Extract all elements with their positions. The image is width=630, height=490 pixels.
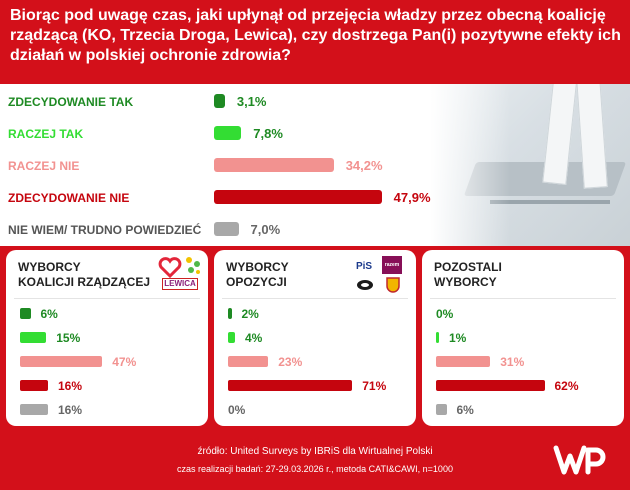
category-label-zdecydowanie-tak: ZDECYDOWANIE TAK <box>8 95 134 109</box>
card-value-raczej-nie: 47% <box>112 355 137 369</box>
card-bar-zdecydowanie-tak <box>228 308 232 319</box>
card-bar-nie-wiem <box>20 404 48 415</box>
wp-logo-icon <box>553 445 606 475</box>
heart-logo <box>158 257 182 278</box>
bar-raczej-nie <box>214 158 334 172</box>
card-title-line: KOALICJI RZĄDZĄCEJ <box>18 275 151 289</box>
category-label-nie-wiem: NIE WIEM/ TRUDNO POWIEDZIEĆ <box>8 223 202 237</box>
card-koalicja: WYBORCY KOALICJI RZĄDZĄCEJ LEWICA 6% 15% 4… <box>6 250 208 426</box>
photo-fade <box>430 84 510 246</box>
card-value-nie-wiem: 0% <box>228 403 246 417</box>
category-label-zdecydowanie-nie: ZDECYDOWANIE NIE <box>8 191 130 205</box>
bar-raczej-tak <box>214 126 242 140</box>
bed-rail-shape <box>490 200 610 204</box>
razem-logo: razem <box>382 256 402 274</box>
card-title-line: WYBORCY <box>434 275 497 289</box>
lewica-logo: LEWICA <box>162 278 198 290</box>
source-text: źródło: United Surveys by IBRiS dla Wirt… <box>197 446 433 457</box>
category-label-raczej-nie: RACZEJ NIE <box>8 159 80 173</box>
card-opozycja: WYBORCY OPOZYCJI PiS razem 2% 4% 23% 71% 0% <box>214 250 416 426</box>
card-value-zdecydowanie-nie: 71% <box>362 379 387 393</box>
korona-logo <box>386 277 400 293</box>
card-bar-nie-wiem <box>436 404 447 415</box>
category-label-raczej-tak: RACZEJ TAK <box>8 127 84 141</box>
pis-logo: PiS <box>355 261 373 272</box>
card-separator <box>14 298 200 299</box>
card-value-zdecydowanie-nie: 62% <box>554 379 579 393</box>
konfederacja-logo <box>357 280 373 290</box>
card-pozostali: POZOSTALI WYBORCY 0% 1% 31% 62% 6% <box>422 250 624 426</box>
card-value-raczej-nie: 31% <box>500 355 525 369</box>
value-label-nie-wiem: 7,0% <box>250 222 281 237</box>
card-value-nie-wiem: 16% <box>58 403 83 417</box>
value-label-zdecydowanie-nie: 47,9% <box>393 190 431 205</box>
value-label-zdecydowanie-tak: 3,1% <box>236 94 267 109</box>
card-title-line: OPOZYCJI <box>226 275 287 289</box>
card-bar-raczej-nie <box>228 356 269 367</box>
value-label-raczej-tak: 7,8% <box>253 126 283 141</box>
card-title-opozycja: WYBORCY OPOZYCJI <box>226 260 289 290</box>
main-chart-area: ZDECYDOWANIE TAK 3,1% RACZEJ TAK 7,8% RACZEJ… <box>0 84 630 246</box>
card-value-raczej-nie: 23% <box>278 355 303 369</box>
card-value-zdecydowanie-nie: 16% <box>58 379 83 393</box>
card-bar-raczej-nie <box>436 356 491 367</box>
bar-nie-wiem <box>214 222 239 236</box>
value-label-raczej-nie: 34,2% <box>345 158 383 173</box>
question-title: Biorąc pod uwagę czas, jaki upłynął od p… <box>10 7 621 64</box>
method-text: czas realizacji badań: 27-29.03.2026 r.,… <box>177 464 453 474</box>
card-value-zdecydowanie-tak: 0% <box>436 307 454 321</box>
card-bar-raczej-nie <box>20 356 103 367</box>
card-title-pozostali: POZOSTALI WYBORCY <box>434 260 502 290</box>
card-title-line: WYBORCY <box>18 260 81 274</box>
card-value-raczej-tak: 15% <box>56 331 81 345</box>
card-value-nie-wiem: 6% <box>456 403 474 417</box>
header: Biorąc pod uwagę czas, jaki upłynął od p… <box>0 0 630 84</box>
card-title-koalicja: WYBORCY KOALICJI RZĄDZĄCEJ <box>18 260 150 290</box>
card-bar-zdecydowanie-nie <box>20 380 48 391</box>
card-separator <box>222 298 408 299</box>
card-bar-raczej-tak <box>20 332 47 343</box>
card-bar-raczej-tak <box>228 332 235 343</box>
card-bar-zdecydowanie-tak <box>20 308 31 319</box>
card-bar-zdecydowanie-nie <box>436 380 545 391</box>
bar-zdecydowanie-nie <box>214 190 382 204</box>
card-value-zdecydowanie-tak: 6% <box>40 307 58 321</box>
card-value-raczej-tak: 1% <box>449 331 467 345</box>
card-title-line: WYBORCY <box>226 260 289 274</box>
card-value-zdecydowanie-tak: 2% <box>241 307 259 321</box>
bar-zdecydowanie-tak <box>214 94 225 108</box>
card-bar-zdecydowanie-nie <box>228 380 353 391</box>
card-separator <box>430 298 616 299</box>
card-title-line: POZOSTALI <box>434 260 502 274</box>
hospital-photo <box>430 84 630 246</box>
card-bar-raczej-tak <box>436 332 439 343</box>
trzecia-droga-logo <box>186 257 200 274</box>
card-value-raczej-tak: 4% <box>245 331 263 345</box>
